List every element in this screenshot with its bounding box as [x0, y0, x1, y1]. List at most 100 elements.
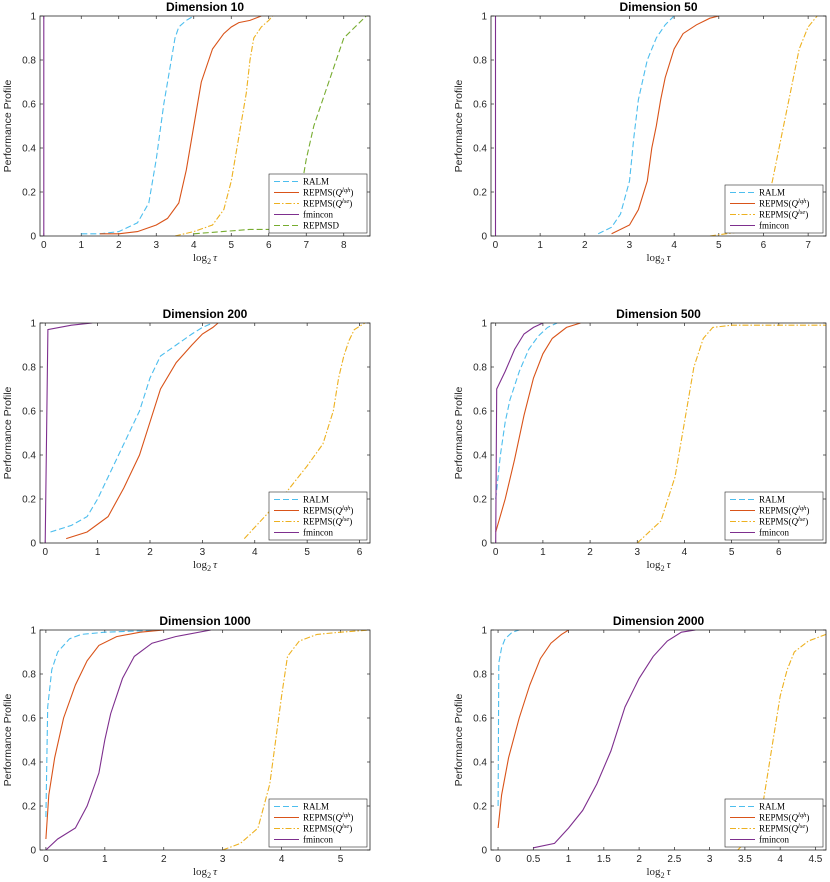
series-line-repms-qlse- — [737, 633, 826, 850]
legend-entry: RALM — [303, 177, 329, 187]
x-tick-label: 4 — [191, 240, 197, 251]
chart-panel-2: Dimension 50 0 1 2 3 4 5 6 7 0 0.2 0.4 0.6 0.8 1 Perfor… — [453, 0, 827, 266]
series-group — [44, 323, 366, 543]
chart-panel-4: Dimension 500 0 1 2 3 4 5 6 0 0.2 0.4 0.6 0.8 1 Perfor… — [453, 307, 827, 573]
y-tick-label: 0 — [30, 539, 36, 550]
x-tick-label: 4 — [777, 854, 783, 865]
series-line-repms-qlqh- — [497, 630, 569, 829]
y-tick-label: 1 — [30, 12, 36, 23]
y-tick-label: 0.2 — [22, 188, 36, 199]
legend-entry: RALM — [303, 802, 329, 812]
x-axis-label-tau: τ — [213, 866, 218, 878]
y-tick-label: 0.4 — [22, 451, 36, 462]
x-tick-label: 7 — [805, 240, 811, 251]
series-line-repms-qlse- — [174, 16, 273, 236]
x-tick-label: 2 — [587, 547, 593, 558]
series-group — [495, 323, 826, 543]
legend-entry: fmincon — [303, 835, 333, 845]
y-tick-label: 1 — [481, 319, 487, 330]
y-tick-label: 0.6 — [473, 407, 487, 418]
x-tick-label: 0 — [42, 547, 48, 558]
legend-entry: RALM — [759, 188, 785, 198]
x-tick-label: 2 — [147, 547, 153, 558]
y-axis-label: Performance Profile — [453, 79, 465, 172]
series-line-fmincon — [533, 630, 696, 849]
x-tick-label: 5 — [716, 240, 722, 251]
x-axis-label-sub: 2 — [661, 257, 665, 266]
legend-entry: REPMSD — [303, 221, 340, 231]
y-tick-label: 0.2 — [473, 802, 487, 813]
series-line-repms-qlqh- — [45, 630, 164, 840]
y-tick-label: 0.6 — [22, 714, 36, 725]
x-tick-label: 4 — [252, 547, 258, 558]
series-group — [497, 630, 826, 850]
chart-panel-1: Dimension 10 0 1 2 3 4 5 6 7 8 0 0.2 0.4 0.6 0.8 1 Perfo… — [2, 0, 371, 266]
x-tick-label: 5 — [304, 547, 310, 558]
legend-entry: fmincon — [759, 528, 789, 538]
legend-entry: RALM — [303, 495, 329, 505]
axes-frame — [39, 15, 371, 237]
series-line-repms-qlqh- — [611, 16, 719, 235]
y-tick-label: 1 — [481, 12, 487, 23]
legend-entry: REPMS(Qlse) — [303, 198, 352, 209]
legend-entry: REPMS(Qlse) — [759, 209, 808, 220]
y-axis-label: Performance Profile — [2, 386, 14, 479]
series-group — [494, 16, 818, 236]
y-tick-label: 0.4 — [22, 144, 36, 155]
x-tick-label: 3 — [634, 547, 640, 558]
y-tick-label: 0 — [481, 539, 487, 550]
series-line-ralm — [497, 630, 520, 807]
axes-frame — [490, 15, 827, 237]
legend-entry: fmincon — [303, 210, 333, 220]
y-axis-label: Performance Profile — [2, 693, 14, 786]
series-line-repms-qlse- — [222, 630, 370, 850]
y-tick-label: 0.2 — [22, 495, 36, 506]
x-axis-label-tau: τ — [667, 559, 672, 571]
x-tick-label: 0 — [493, 240, 499, 251]
x-tick-label: 3 — [153, 240, 159, 251]
x-tick-label: 4 — [682, 547, 688, 558]
y-tick-label: 0.6 — [22, 407, 36, 418]
x-tick-label: 2 — [116, 240, 122, 251]
legend-entry: REPMS(Qlse) — [303, 823, 352, 834]
legend-entry: RALM — [759, 495, 785, 505]
x-axis-label-log: log — [647, 559, 662, 571]
y-tick-label: 0.4 — [473, 451, 487, 462]
legend-entry: REPMS(Qlqh) — [303, 505, 353, 516]
chart-title: Dimension 1000 — [159, 614, 251, 628]
x-axis-label-sub: 2 — [661, 871, 665, 880]
x-tick-label: 2.5 — [667, 854, 681, 865]
x-tick-label: 2 — [636, 854, 642, 865]
y-tick-label: 0 — [30, 232, 36, 243]
y-tick-label: 1 — [481, 626, 487, 637]
y-tick-label: 0.8 — [22, 670, 36, 681]
x-tick-label: 1 — [537, 240, 543, 251]
chart-title: Dimension 50 — [619, 0, 697, 14]
series-line-ralm — [597, 16, 675, 235]
x-tick-label: 0.5 — [526, 854, 540, 865]
x-axis-label-tau: τ — [667, 866, 672, 878]
x-tick-label: 1 — [95, 547, 101, 558]
legend-entry: fmincon — [303, 528, 333, 538]
x-axis-label-tau: τ — [667, 252, 672, 264]
x-tick-label: 6 — [776, 547, 782, 558]
y-tick-label: 0.2 — [22, 802, 36, 813]
x-tick-label: 8 — [341, 240, 347, 251]
chart-panel-3: Dimension 2000 1 2 3 4 5 600.20.40.60.81Perfor… — [2, 307, 371, 573]
y-tick-label: 0.8 — [473, 670, 487, 681]
x-axis-label-sub: 2 — [207, 257, 211, 266]
series-line-repms-qlqh- — [495, 323, 581, 533]
chart-title: Dimension 2000 — [613, 614, 705, 628]
x-tick-label: 1 — [566, 854, 572, 865]
legend-entry: REPMS(Qlse) — [303, 516, 352, 527]
chart-title: Dimension 10 — [166, 0, 244, 14]
y-tick-label: 0 — [30, 846, 36, 857]
legend-entry: fmincon — [759, 221, 789, 231]
x-tick-label: 3 — [627, 240, 633, 251]
legend-entry: REPMS(Qlse) — [759, 823, 808, 834]
x-axis-label-log: log — [193, 252, 208, 264]
series-line-repms-qlqh- — [66, 323, 219, 540]
legend-entry: RALM — [759, 802, 785, 812]
